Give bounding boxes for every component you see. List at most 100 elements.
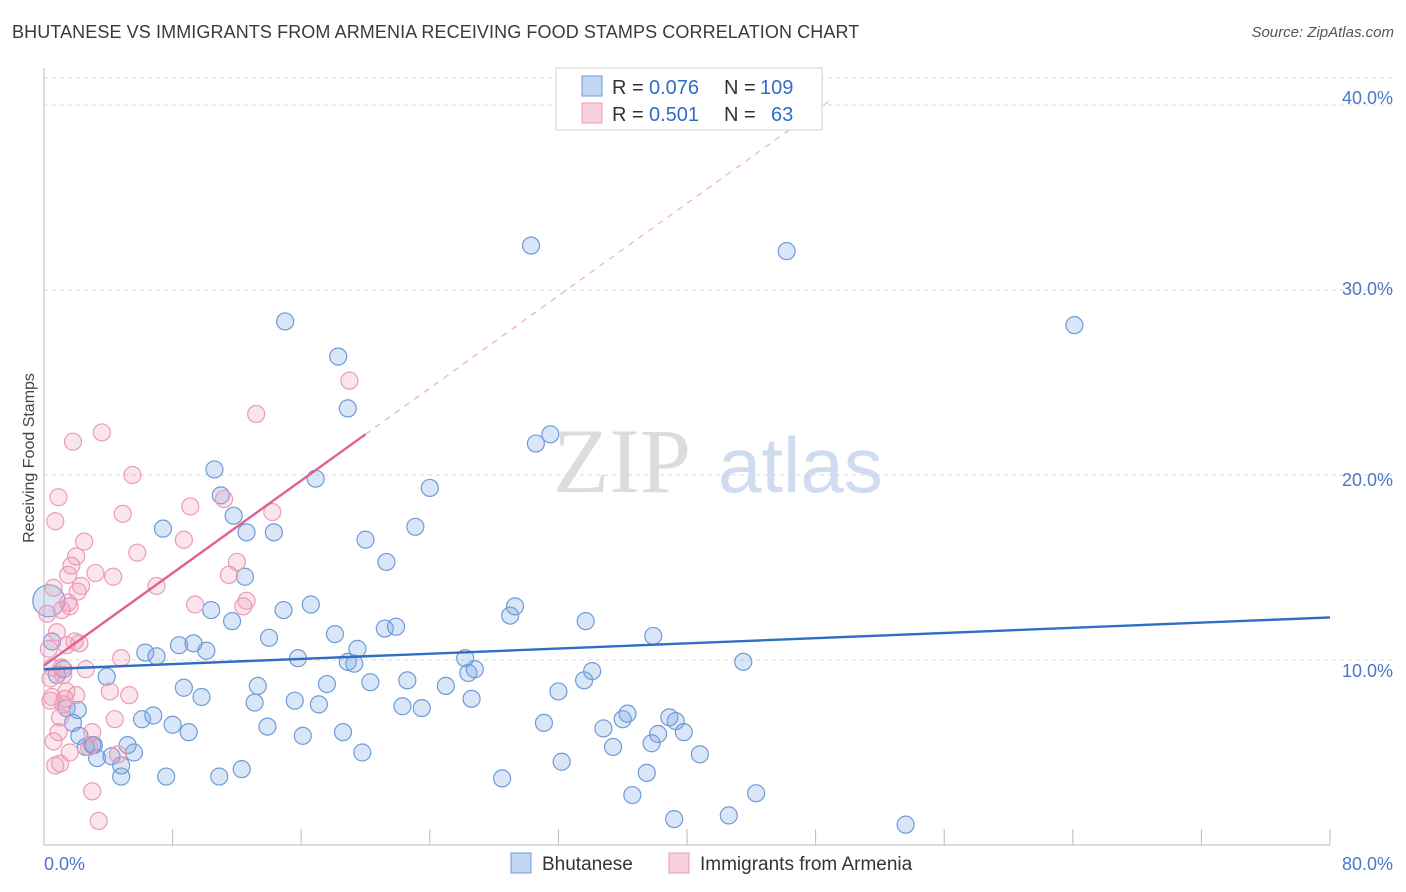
bhutanese-point: [157, 767, 176, 786]
bhutanese-point: [338, 399, 357, 418]
armenia-point: [46, 756, 65, 775]
armenia-point: [100, 682, 120, 701]
armenia-point: [44, 578, 63, 597]
bhutanese-point: [436, 676, 455, 696]
legend-r-label: R =: [612, 104, 644, 126]
armenia-point: [68, 582, 87, 601]
armenia-point: [113, 504, 132, 523]
axes: [43, 68, 1331, 846]
armenia-point: [123, 465, 142, 485]
bhutanese-point: [245, 693, 264, 712]
bhutanese-point: [896, 815, 915, 834]
bhutanese-point: [465, 660, 484, 679]
armenia-point: [67, 686, 86, 705]
bhutanese-point: [576, 612, 595, 631]
bhutanese-point: [276, 312, 295, 331]
bhutanese-point: [102, 747, 121, 766]
armenia-point: [47, 623, 66, 642]
bhutanese-point: [248, 676, 267, 696]
armenia-point: [108, 745, 128, 764]
trend-lines: [43, 98, 1331, 671]
armenia-point: [76, 660, 95, 679]
bhutanese-point: [777, 242, 796, 261]
correlation-legend: R = 0.076 N = 109 R = 0.501 N = 63: [555, 67, 823, 131]
armenia-point: [237, 591, 256, 610]
bottom-legend-swatch-pink: [668, 852, 690, 874]
bhutanese-trend-line: [43, 616, 1331, 671]
bhutanese-point: [690, 745, 709, 764]
bhutanese-point: [348, 639, 367, 659]
armenia-point: [67, 547, 86, 566]
chart-title: BHUTANESE VS IMMIGRANTS FROM ARMENIA REC…: [12, 22, 860, 42]
y-tick-label: 40.0%: [1342, 88, 1393, 108]
bhutanese-point: [197, 641, 216, 660]
armenia-point: [227, 552, 246, 572]
bhutanese-point: [274, 600, 293, 620]
armenia-point: [112, 649, 131, 668]
bhutanese-point: [637, 763, 656, 782]
armenia-point: [38, 604, 57, 623]
y-tick-label: 20.0%: [1342, 470, 1393, 490]
bhutanese-point: [264, 523, 283, 542]
armenia-point: [54, 695, 73, 714]
x-tick-label: 80.0%: [1342, 854, 1393, 874]
y-tick-label: 30.0%: [1342, 279, 1393, 299]
watermark-zip: ZIP: [553, 410, 691, 512]
bhutanese-point: [112, 767, 131, 786]
armenia-point: [263, 502, 282, 522]
bhutanese-point: [674, 723, 693, 742]
bhutanese-point: [232, 760, 251, 779]
bhutanese-point: [192, 687, 211, 707]
bhutanese-point: [603, 737, 623, 757]
bhutanese-point: [644, 626, 663, 646]
bhutanese-point: [169, 636, 189, 655]
bhutanese-point: [393, 697, 412, 716]
bhutanese-point: [301, 595, 320, 614]
source-label: Source: ZipAtlas.com: [1251, 24, 1394, 41]
armenia-point: [71, 576, 91, 596]
bhutanese-point: [325, 624, 345, 644]
legend-swatch-pink: [581, 102, 603, 124]
bhutanese-point: [353, 743, 372, 762]
bhutanese-point: [309, 695, 328, 714]
armenia-point: [174, 530, 193, 549]
bhutanese-point: [329, 347, 348, 366]
bhutanese-point: [386, 617, 406, 636]
bhutanese-point: [526, 434, 545, 453]
armenia-trend-line: [43, 433, 367, 667]
bhutanese-point: [202, 600, 221, 620]
legend-r-value: 0.501: [649, 104, 699, 126]
bhutanese-point: [136, 643, 155, 662]
bhutanese-point: [541, 425, 560, 444]
armenia-point: [86, 563, 105, 583]
bhutanese-point: [534, 713, 554, 733]
armenia-point: [63, 432, 83, 451]
bhutanese-point: [412, 698, 431, 718]
bhutanese-point: [665, 809, 684, 829]
bhutanese-point: [549, 682, 568, 701]
armenia-point: [219, 565, 238, 585]
armenia-point: [44, 732, 63, 751]
bhutanese-point: [747, 784, 766, 803]
x-tick-label: 0.0%: [44, 854, 85, 874]
bhutanese-point: [147, 647, 166, 666]
armenia-point: [214, 489, 234, 509]
bhutanese-point: [144, 706, 163, 725]
bhutanese-point: [237, 523, 256, 542]
bhutanese-point: [97, 667, 116, 686]
bhutanese-point: [317, 674, 337, 694]
bhutanese-point: [258, 717, 277, 736]
bhutanese-point: [618, 704, 637, 723]
y-tick-label: 10.0%: [1342, 661, 1393, 681]
legend-n-label: N =: [724, 77, 756, 99]
bhutanese-point: [174, 678, 193, 697]
bhutanese-point: [406, 517, 425, 536]
armenia-point: [181, 497, 200, 516]
legend-n-label: N =: [724, 104, 756, 126]
bhutanese-point: [163, 715, 182, 734]
legend-n-value: 109: [760, 77, 793, 99]
bhutanese-point: [179, 723, 198, 742]
bhutanese-point: [306, 469, 325, 488]
bhutanese-point: [462, 689, 481, 708]
